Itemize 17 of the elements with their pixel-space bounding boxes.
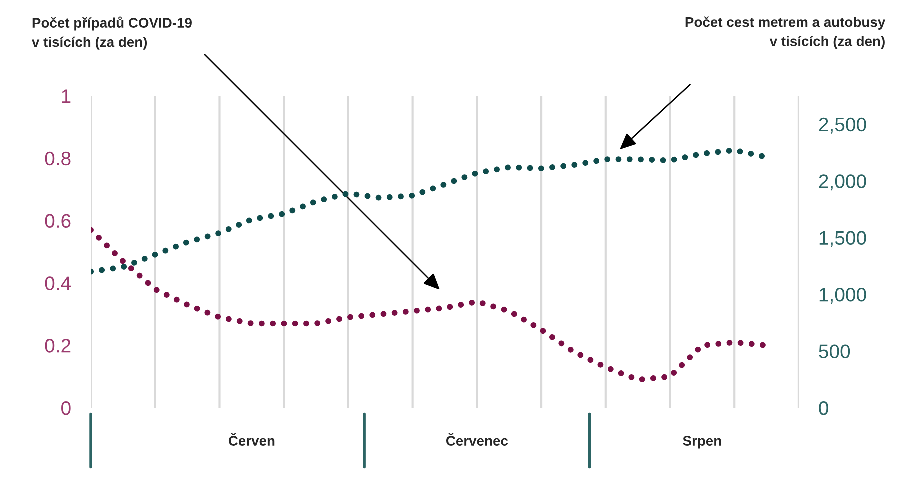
y2-tick-label: 1,500 xyxy=(820,231,866,248)
y2-tick-label: 0 xyxy=(819,401,828,416)
y-tick-label: 0.4 xyxy=(45,276,72,290)
x-tick-label: Srpen xyxy=(683,436,722,449)
y-tick-label: 0.8 xyxy=(45,152,71,166)
y-tick-label: 1 xyxy=(62,90,71,104)
y2-tick-label: 500 xyxy=(819,344,850,358)
y-tick-label: 0 xyxy=(62,401,71,416)
y-tick-label: 0.2 xyxy=(45,339,71,353)
y2-tick-label: 2,500 xyxy=(819,118,866,134)
y-tick-label: 0.6 xyxy=(45,214,71,228)
x-tick-label: Červen xyxy=(228,433,275,446)
text: Počet případů COVID-19 v tisících (za den) xyxy=(32,16,192,50)
text: Počet cest metrem a autobusy v tisících (za den) xyxy=(686,16,886,50)
y2-tick-label: 1,000 xyxy=(820,288,866,304)
x-tick-label: Červenec xyxy=(446,433,508,446)
y2-tick-label: 2,000 xyxy=(819,174,866,191)
